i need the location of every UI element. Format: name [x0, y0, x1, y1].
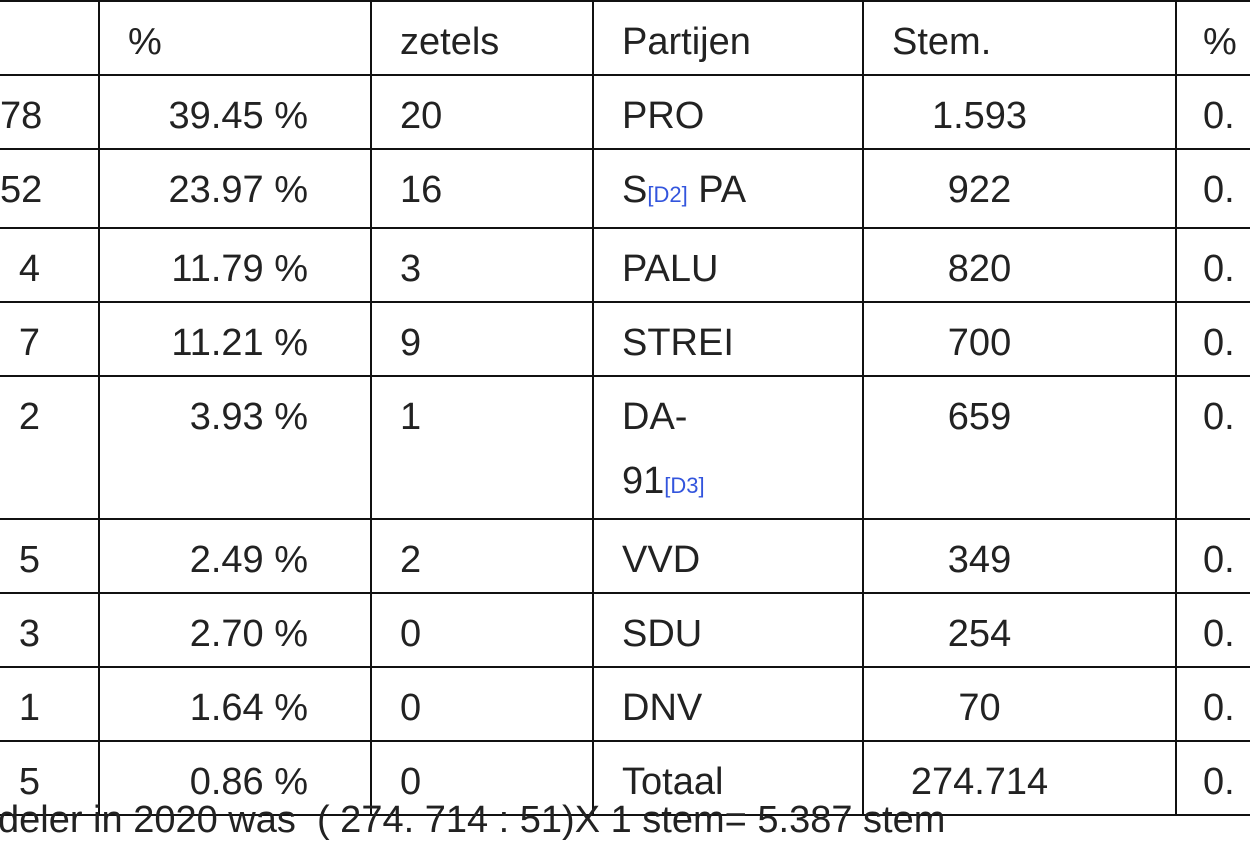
- table-row: 78 39.45 % 20 PRO 1.593 0.: [0, 74, 1250, 150]
- cell: 0.: [1175, 740, 1250, 816]
- cell: 254: [862, 592, 1177, 668]
- cell: 2: [370, 518, 594, 594]
- header-cell: %: [1175, 0, 1250, 76]
- cell: 23.97 %: [98, 148, 372, 229]
- party-cell: PALU: [592, 227, 864, 303]
- party-cell: PRO: [592, 74, 864, 150]
- table-row: 1 1.64 % 0 DNV 70 0.: [0, 666, 1250, 742]
- cell: 3.93 %: [98, 375, 372, 520]
- party-name: PALU: [622, 248, 719, 290]
- header-cell: Stem.: [862, 0, 1177, 76]
- cell: 11.21 %: [98, 301, 372, 377]
- party-cell: DNV: [592, 666, 864, 742]
- cell: 700: [862, 301, 1177, 377]
- cell: 0.: [1175, 592, 1250, 668]
- cell: 0.: [1175, 227, 1250, 303]
- cell: 0: [370, 740, 594, 816]
- table-row: 52 23.97 % 16 S[D2] PA 922 0.: [0, 148, 1250, 229]
- party-cell: DA- 91[D3]: [592, 375, 864, 520]
- footer-text: deler in 2020 was ( 274. 714 : 51)X 1 st…: [0, 799, 946, 841]
- party-name: PRO: [622, 95, 705, 137]
- cell: 20: [370, 74, 594, 150]
- table-row: 4 11.79 % 3 PALU 820 0.: [0, 227, 1250, 303]
- cell: 4: [0, 227, 100, 303]
- cell: 5: [0, 740, 100, 816]
- cell: 0.: [1175, 301, 1250, 377]
- cell: 349: [862, 518, 1177, 594]
- cell: 1.593: [862, 74, 1177, 150]
- party-name: Totaal: [622, 761, 724, 803]
- cell: 78: [0, 74, 100, 150]
- table-row: 5 0.86 % 0 Totaal 274.714 0.: [0, 740, 1250, 816]
- footnote-ref: [D2]: [647, 182, 688, 207]
- party-cell: STREI: [592, 301, 864, 377]
- cell: 2.70 %: [98, 592, 372, 668]
- party-cell: S[D2] PA: [592, 148, 864, 229]
- results-table: % zetels Partijen Stem. % 78 39.45 % 20 PRO…: [0, 0, 1250, 816]
- cell: 0.: [1175, 148, 1250, 229]
- cell: 0.: [1175, 375, 1250, 520]
- party-name: SDU: [622, 613, 703, 655]
- cell: 5: [0, 518, 100, 594]
- cell: 274.714: [862, 740, 1177, 816]
- table-row: 5 2.49 % 2 VVD 349 0.: [0, 518, 1250, 594]
- table-row: 7 11.21 % 9 STREI 700 0.: [0, 301, 1250, 377]
- party-name: 91: [622, 460, 665, 502]
- cell: 2.49 %: [98, 518, 372, 594]
- cell: 2: [0, 375, 100, 520]
- party-cell: VVD: [592, 518, 864, 594]
- header-row: % zetels Partijen Stem. %: [0, 0, 1250, 76]
- header-cell: zetels: [370, 0, 594, 76]
- cell: 0.86 %: [98, 740, 372, 816]
- cell: 0.: [1175, 518, 1250, 594]
- header-cell: %: [98, 0, 372, 76]
- cell: 1.64 %: [98, 666, 372, 742]
- cell: 52: [0, 148, 100, 229]
- cell: 0: [370, 592, 594, 668]
- table-body: % zetels Partijen Stem. % 78 39.45 % 20 PRO…: [0, 0, 1250, 816]
- cell: 9: [370, 301, 594, 377]
- cell: 11.79 %: [98, 227, 372, 303]
- cell: 0: [370, 666, 594, 742]
- party-name: S: [622, 169, 648, 211]
- header-cell: [0, 0, 100, 76]
- cell: 39.45 %: [98, 74, 372, 150]
- party-name: VVD: [622, 539, 701, 581]
- cell: 70: [862, 666, 1177, 742]
- cell: 3: [0, 592, 100, 668]
- party-name: DA-: [622, 396, 688, 438]
- cell: 820: [862, 227, 1177, 303]
- cell: 659: [862, 375, 1177, 520]
- cell: 0.: [1175, 666, 1250, 742]
- cell: 7: [0, 301, 100, 377]
- cell: 16: [370, 148, 594, 229]
- table-row: 2 3.93 % 1 DA- 91[D3] 659 0.: [0, 375, 1250, 520]
- cell: 0.: [1175, 74, 1250, 150]
- cell: 922: [862, 148, 1177, 229]
- cell: 1: [0, 666, 100, 742]
- cell: 3: [370, 227, 594, 303]
- party-cell: Totaal: [592, 740, 864, 816]
- header-cell: Partijen: [592, 0, 864, 76]
- party-name: STREI: [622, 322, 734, 364]
- footnote-ref: [D3]: [664, 473, 705, 498]
- party-cell: SDU: [592, 592, 864, 668]
- table-row: 3 2.70 % 0 SDU 254 0.: [0, 592, 1250, 668]
- party-name: PA: [698, 169, 747, 211]
- cell: 1: [370, 375, 594, 520]
- party-name: DNV: [622, 687, 703, 729]
